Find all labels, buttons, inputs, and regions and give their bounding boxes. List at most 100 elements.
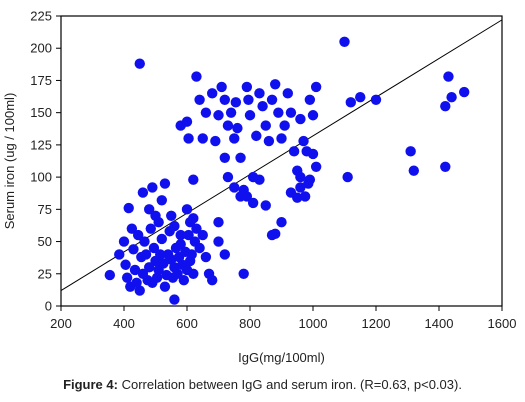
points-group	[104, 36, 470, 305]
data-point	[139, 236, 150, 247]
data-point	[219, 152, 230, 163]
data-point	[129, 264, 141, 276]
data-point	[128, 244, 139, 255]
data-point	[155, 249, 166, 260]
data-point	[339, 36, 350, 47]
data-point	[295, 171, 306, 183]
y-tick-label: 225	[30, 9, 52, 24]
data-point	[310, 81, 322, 93]
data-point	[279, 120, 290, 131]
x-tick-label: 1000	[299, 316, 328, 331]
data-point	[270, 79, 281, 90]
data-point	[188, 174, 199, 185]
data-point	[405, 146, 416, 157]
data-point	[230, 97, 242, 108]
data-point	[303, 178, 314, 189]
y-tick-label: 125	[30, 137, 52, 152]
data-point	[238, 268, 249, 279]
caption-label: Figure 4:	[63, 377, 118, 392]
data-point	[121, 272, 133, 283]
scatter-chart: 200 400 600 800 1000 1200 1400 1600 0 25 50 75 100 1…	[2, 9, 516, 366]
data-point	[191, 223, 202, 234]
data-point	[219, 94, 230, 105]
y-tick-label: 25	[38, 266, 52, 281]
x-tick-label: 800	[239, 316, 261, 331]
data-point	[295, 182, 306, 193]
data-point	[175, 238, 186, 250]
data-point	[307, 148, 319, 160]
data-point	[225, 107, 237, 118]
data-point	[440, 101, 451, 112]
data-point	[194, 242, 205, 254]
data-point	[191, 71, 202, 82]
data-point	[126, 223, 138, 234]
plot-frame	[60, 15, 503, 307]
data-point	[446, 92, 457, 103]
data-point	[153, 217, 164, 228]
data-point	[266, 94, 278, 105]
data-point	[188, 268, 199, 279]
caption-text: Correlation between IgG and serum iron. …	[117, 377, 462, 392]
y-axis-label: Serum iron (ug / 100ml)	[2, 93, 17, 230]
data-point	[148, 242, 160, 254]
data-point	[459, 86, 470, 98]
data-point	[181, 116, 193, 127]
data-point	[132, 229, 144, 241]
data-point	[213, 236, 224, 247]
data-point	[137, 187, 149, 198]
data-point	[222, 171, 234, 183]
data-point	[156, 233, 167, 245]
trendline	[60, 19, 503, 291]
data-point	[120, 259, 131, 270]
data-point	[104, 269, 116, 281]
data-point	[158, 258, 169, 269]
data-point	[134, 58, 145, 69]
data-point	[251, 130, 262, 142]
data-point	[219, 249, 230, 260]
data-point	[200, 107, 212, 118]
data-point	[232, 122, 243, 134]
data-point	[123, 202, 134, 214]
data-point	[235, 152, 246, 163]
data-point	[260, 120, 271, 131]
data-point	[241, 191, 253, 202]
data-point	[273, 107, 284, 118]
data-point	[145, 223, 156, 234]
data-point	[295, 113, 306, 125]
y-tick-label: 200	[30, 41, 52, 56]
data-point	[216, 81, 227, 93]
data-point	[210, 135, 221, 147]
y-tick-label: 75	[38, 202, 52, 217]
data-point	[342, 171, 353, 183]
data-point	[408, 165, 419, 176]
data-point	[197, 229, 208, 241]
data-point	[288, 146, 300, 157]
data-point	[229, 182, 240, 193]
data-point	[292, 192, 303, 203]
data-point	[159, 281, 171, 292]
x-tick-label: 1200	[362, 316, 391, 331]
data-point	[151, 272, 163, 283]
data-point	[285, 107, 297, 118]
figure-caption: Figure 4: Correlation between IgG and se…	[0, 377, 525, 392]
data-point	[310, 161, 322, 172]
data-point	[213, 217, 224, 228]
data-point	[254, 174, 265, 185]
data-point	[197, 133, 208, 144]
x-tick-label: 400	[113, 316, 135, 331]
y-tick-label: 50	[38, 234, 52, 249]
x-axis-label: IgG(mg/100ml)	[238, 350, 325, 365]
data-point	[147, 182, 158, 193]
data-point	[270, 228, 281, 240]
data-point	[144, 262, 155, 273]
data-point	[263, 135, 275, 147]
data-point	[114, 249, 125, 260]
data-point	[134, 285, 145, 296]
x-tick-label: 1400	[425, 316, 454, 331]
data-point	[355, 92, 366, 103]
y-axis-ticks: 0 25 50 75 100 125 150 175 200 225	[30, 9, 61, 314]
x-tick-label: 200	[50, 316, 72, 331]
data-point	[241, 81, 253, 93]
y-tick-label: 0	[45, 299, 52, 314]
data-point	[222, 120, 234, 131]
